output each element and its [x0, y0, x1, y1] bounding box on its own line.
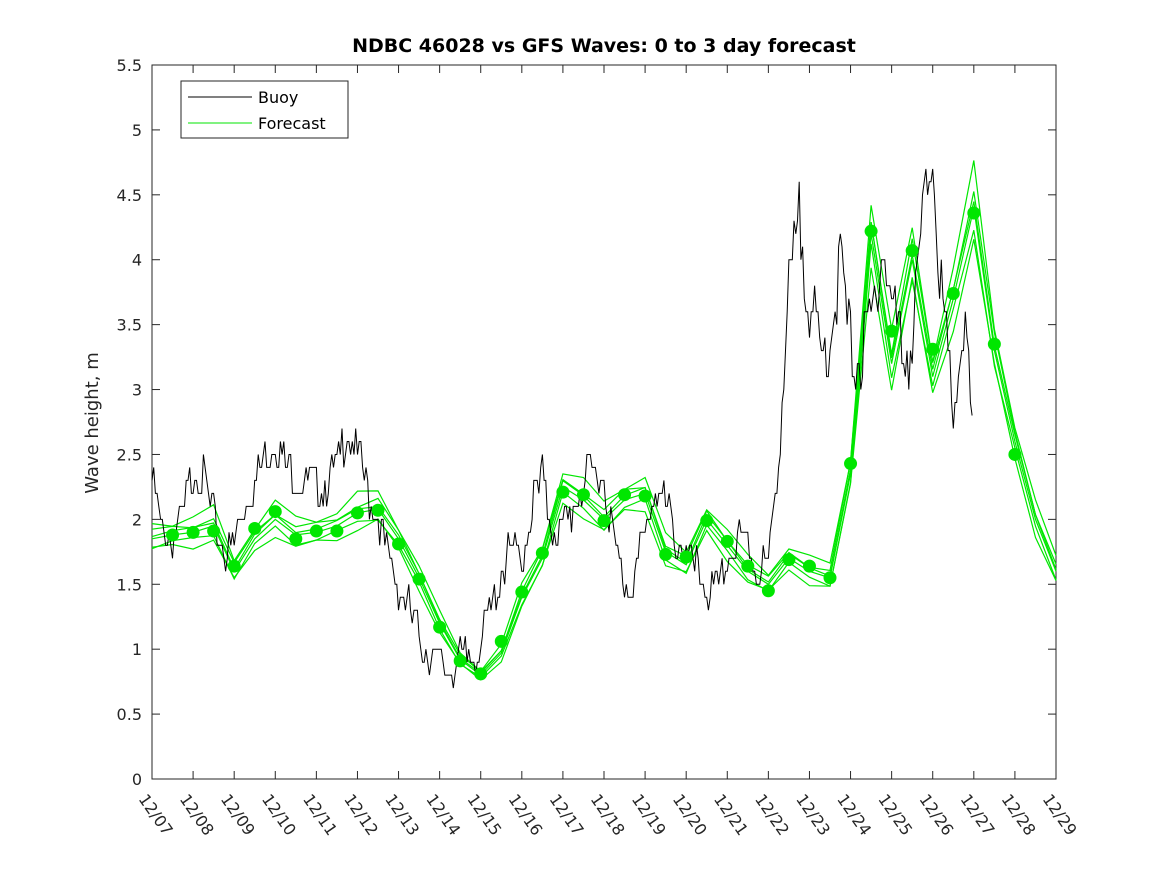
- y-tick-label: 5: [132, 121, 142, 140]
- forecast-point: [679, 550, 693, 564]
- forecast-point: [967, 206, 981, 220]
- y-tick-label: 4.5: [117, 186, 142, 205]
- forecast-point: [207, 524, 221, 538]
- forecast-point: [946, 286, 960, 300]
- forecast-point: [535, 546, 549, 560]
- forecast-point: [802, 559, 816, 573]
- forecast-point: [186, 525, 200, 539]
- forecast-point: [433, 620, 447, 634]
- forecast-point: [864, 224, 878, 238]
- forecast-point: [782, 553, 796, 567]
- forecast-point: [494, 634, 508, 648]
- forecast-line: [151, 191, 1057, 673]
- y-tick-label: 3: [132, 381, 142, 400]
- forecast-point: [659, 547, 673, 561]
- forecast-point: [392, 537, 406, 551]
- forecast-point: [268, 505, 282, 519]
- forecast-point: [227, 559, 241, 573]
- forecast-point: [700, 514, 714, 528]
- legend-buoy-label: Buoy: [258, 88, 298, 107]
- forecast-point: [844, 457, 858, 471]
- forecast-point: [289, 532, 303, 546]
- forecast-point: [597, 514, 611, 528]
- plot-area: 00.511.522.533.544.555.5 12/07 12/08 12/09…: [117, 56, 1081, 839]
- forecast-point: [330, 524, 344, 538]
- y-tick-label: 0.5: [117, 705, 142, 724]
- forecast-point: [823, 571, 837, 585]
- forecast-point: [720, 534, 734, 548]
- y-tick-label: 2.5: [117, 445, 142, 464]
- forecast-point: [412, 572, 426, 586]
- legend-box: [180, 80, 349, 139]
- forecast-point: [618, 488, 632, 502]
- forecast-point: [474, 667, 488, 681]
- y-tick-label: 0: [132, 770, 142, 789]
- y-axis-label: Wave height, m: [82, 352, 103, 493]
- forecast-point: [166, 528, 180, 542]
- forecast-point: [556, 485, 570, 499]
- forecast-point: [515, 585, 529, 599]
- forecast-point: [926, 342, 940, 356]
- y-tick-label: 3.5: [117, 316, 142, 335]
- forecast-point: [576, 488, 590, 502]
- forecast-point: [885, 324, 899, 338]
- forecast-point: [453, 654, 467, 668]
- forecast-point: [309, 524, 323, 538]
- chart-title: NDBC 46028 vs GFS Waves: 0 to 3 day fore…: [352, 35, 856, 57]
- buoy-line: [151, 168, 973, 689]
- forecast-point: [248, 521, 262, 535]
- forecast-line: [151, 239, 1057, 681]
- forecast-point: [741, 559, 755, 573]
- forecast-point: [1008, 447, 1022, 461]
- forecast-point: [371, 503, 385, 517]
- y-tick-label: 5.5: [117, 56, 142, 75]
- y-tick-label: 1.5: [117, 575, 142, 594]
- forecast-point: [905, 244, 919, 258]
- legend: Buoy Forecast: [180, 80, 349, 139]
- forecast-points: [166, 206, 1022, 681]
- y-tick-label: 1: [132, 640, 142, 659]
- forecast-line: [151, 160, 1057, 673]
- forecast-point: [350, 506, 364, 520]
- forecast-point: [638, 489, 652, 503]
- buoy-series: [151, 168, 973, 689]
- forecast-point: [761, 584, 775, 598]
- y-axis: 0 0.5 1 1.5 2 2.5 3 3.5 4 4.5 5 5.5: [117, 56, 1056, 789]
- legend-forecast-label: Forecast: [258, 114, 326, 133]
- forecast-point: [987, 337, 1001, 351]
- y-tick-label: 2: [132, 510, 142, 529]
- plot-frame: [151, 64, 1057, 780]
- y-tick-label: 4: [132, 251, 142, 270]
